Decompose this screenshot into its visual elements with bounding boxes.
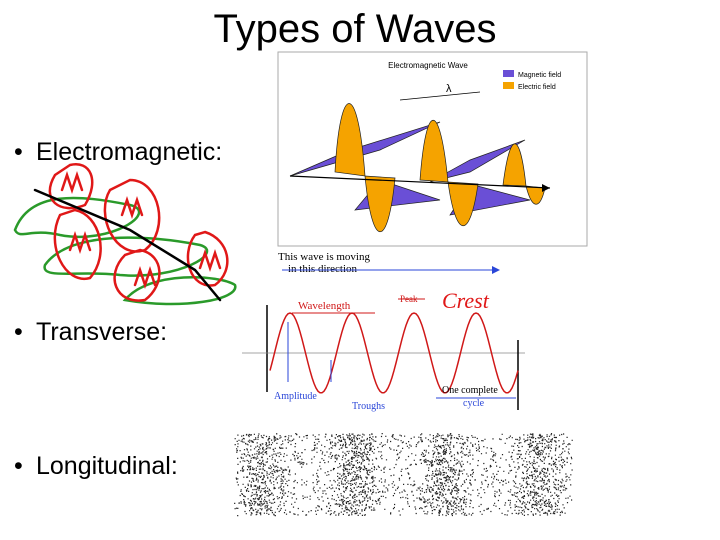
noise-dots <box>234 433 573 517</box>
label-crest: Crest <box>442 288 490 313</box>
wavelength-symbol: λ <box>446 83 452 95</box>
electric-lobe <box>419 119 449 183</box>
bullet-dot: • <box>14 138 23 166</box>
em-diagram: Electromagnetic Wave Magnetic field Elec… <box>277 51 588 247</box>
bullet-text: Transverse: <box>36 318 167 346</box>
magnetic-lobe <box>429 139 526 183</box>
legend-label: Magnetic field <box>518 72 561 79</box>
caption: This wave is moving <box>278 251 370 263</box>
transverse-diagram: Wavelength Peak Crest Amplitude Troughs … <box>242 288 525 412</box>
slide-title: Types of Waves <box>213 7 496 51</box>
electric-lobe <box>502 143 527 187</box>
scribbles <box>13 162 237 306</box>
electric-lobe <box>447 181 479 227</box>
electric-lobe <box>364 175 396 232</box>
bullet-list: • Electromagnetic: • Transverse: • Longi… <box>14 138 222 480</box>
label-cycle: One complete <box>442 385 498 396</box>
scribble <box>60 171 222 289</box>
wavelength-marker <box>399 91 481 101</box>
caption: in this direction <box>288 263 358 275</box>
sine-wave <box>269 312 519 394</box>
scribble <box>33 188 222 302</box>
em-title: Electromagnetic Wave <box>388 61 468 70</box>
arrowhead <box>492 266 500 274</box>
longitudinal-wave <box>234 433 573 517</box>
bullet-dot: • <box>14 318 23 346</box>
label-amplitude: Amplitude <box>274 391 317 402</box>
legend-label: Electric field <box>518 84 556 91</box>
arrowhead <box>542 184 550 192</box>
legend-swatch <box>503 70 514 77</box>
label-troughs: Troughs <box>352 401 385 412</box>
bullet-dot: • <box>14 452 23 480</box>
bullet-text: Longitudinal: <box>36 452 178 480</box>
scribble <box>48 162 229 302</box>
electric-lobe <box>334 103 366 177</box>
bullet-text: Electromagnetic: <box>36 138 222 166</box>
electric-wave <box>334 103 546 232</box>
label-wavelength: Wavelength <box>298 300 351 312</box>
label-cycle: cycle <box>463 398 485 409</box>
axis <box>289 175 551 189</box>
legend-swatch <box>503 82 514 89</box>
